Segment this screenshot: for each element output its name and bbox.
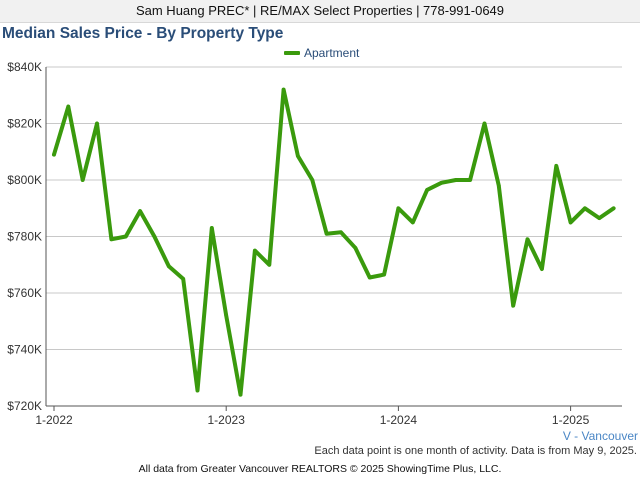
data-point[interactable]	[597, 216, 602, 220]
data-point[interactable]	[468, 178, 472, 182]
data-point[interactable]	[339, 230, 343, 235]
data-point[interactable]	[324, 231, 329, 236]
data-point[interactable]	[80, 178, 85, 182]
data-point[interactable]	[583, 206, 587, 211]
data-point[interactable]	[367, 275, 372, 280]
data-point[interactable]	[66, 104, 71, 109]
grid-lines	[46, 66, 622, 407]
y-tick-label: $800K	[7, 173, 42, 187]
data-point[interactable]	[554, 164, 559, 168]
legend-label-apartment: Apartment	[304, 46, 360, 60]
data-point[interactable]	[382, 272, 386, 277]
axes	[45, 67, 622, 411]
agent-header-bar: Sam Huang PREC* | RE/MAX Select Properti…	[0, 0, 640, 23]
x-tick-label: 1-2025	[552, 413, 590, 427]
data-point[interactable]	[281, 87, 286, 92]
data-point[interactable]	[95, 121, 99, 126]
axis-labels: $720K $740K $760K $780K $800K $820K $840K 1-202…	[7, 60, 589, 427]
y-tick-label: $720K	[7, 399, 42, 413]
y-tick-label: $780K	[7, 230, 42, 244]
data-point[interactable]	[611, 206, 616, 211]
data-point[interactable]	[454, 178, 458, 182]
data-point[interactable]	[123, 234, 128, 239]
data-source-footer: All data from Greater Vancouver REALTORS…	[138, 463, 502, 475]
data-point[interactable]	[568, 220, 573, 225]
data-point[interactable]	[310, 178, 315, 182]
y-tick-label: $760K	[7, 286, 42, 300]
data-point[interactable]	[224, 313, 228, 318]
y-tick-label: $740K	[7, 343, 42, 357]
region-label: V - Vancouver	[562, 429, 638, 443]
data-point[interactable]	[296, 154, 300, 158]
chart-title: Median Sales Price - By Property Type	[2, 25, 284, 42]
data-point[interactable]	[52, 152, 56, 157]
data-point[interactable]	[181, 277, 185, 281]
data-point[interactable]	[410, 220, 415, 225]
data-point[interactable]	[482, 121, 487, 126]
y-tick-label: $840K	[7, 60, 42, 74]
legend-swatch-apartment	[284, 51, 300, 55]
data-point[interactable]	[353, 246, 358, 250]
data-point[interactable]	[497, 183, 501, 188]
series-line-apartment	[52, 87, 616, 397]
data-point[interactable]	[511, 303, 515, 308]
x-tick-label: 1-2023	[208, 413, 246, 427]
data-note: Each data point is one month of activity…	[314, 445, 637, 457]
data-point[interactable]	[439, 181, 444, 185]
data-point[interactable]	[195, 388, 200, 393]
x-tick-label: 1-2024	[380, 413, 418, 427]
data-point[interactable]	[109, 237, 114, 242]
data-point[interactable]	[525, 237, 530, 242]
data-point[interactable]	[138, 209, 142, 213]
line-chart: $720K $740K $760K $780K $800K $820K $840K 1-202…	[7, 60, 622, 427]
data-point[interactable]	[152, 234, 157, 239]
series-apartment	[52, 87, 616, 397]
data-point[interactable]	[253, 248, 257, 253]
data-point[interactable]	[210, 226, 214, 230]
data-point[interactable]	[267, 262, 272, 267]
data-point[interactable]	[425, 188, 429, 192]
data-point[interactable]	[167, 264, 171, 268]
agent-header-text: Sam Huang PREC* | RE/MAX Select Properti…	[135, 3, 505, 18]
data-point[interactable]	[396, 206, 401, 211]
chart-legend[interactable]: Apartment	[284, 46, 359, 60]
data-point[interactable]	[540, 267, 544, 271]
x-tick-label: 1-2022	[35, 413, 73, 427]
data-point[interactable]	[238, 392, 243, 397]
y-tick-label: $820K	[7, 117, 42, 131]
